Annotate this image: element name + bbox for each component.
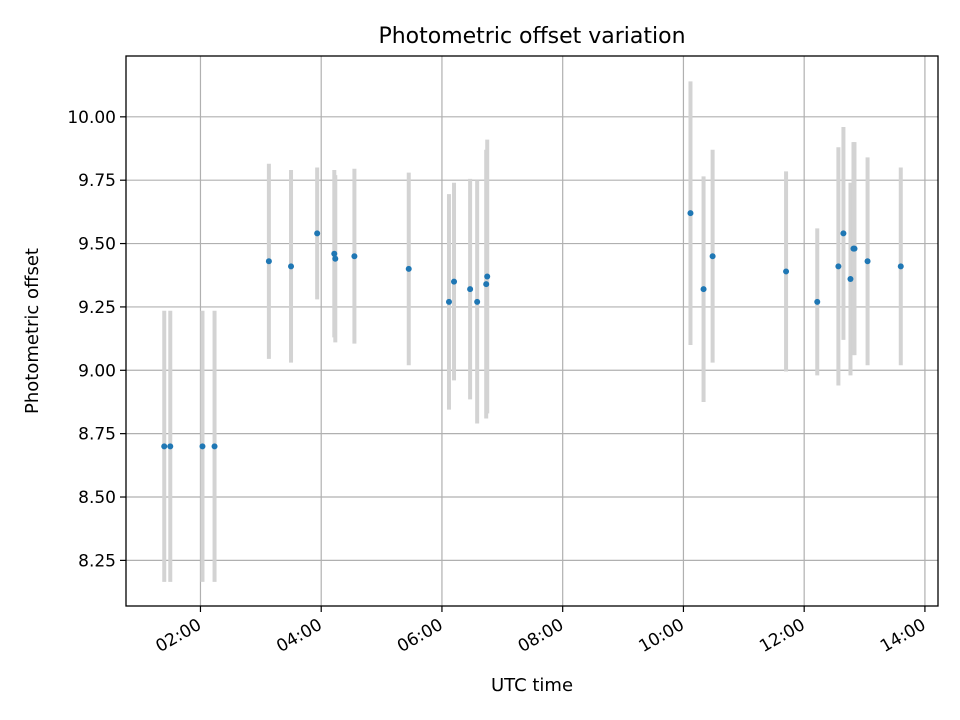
y-tick-label: 10.00 (67, 108, 116, 128)
data-point (451, 278, 458, 285)
data-point (851, 245, 858, 252)
y-tick-label: 8.25 (78, 551, 116, 571)
data-point (314, 230, 321, 237)
data-point (445, 298, 452, 305)
data-point (687, 210, 694, 217)
data-point (783, 268, 790, 275)
y-tick-label: 8.50 (78, 488, 116, 508)
data-point (161, 443, 168, 450)
data-point (199, 443, 206, 450)
data-point (483, 281, 490, 288)
data-point (331, 250, 338, 257)
y-tick-label: 9.50 (78, 235, 116, 255)
plot-frame (125, 55, 939, 607)
data-point (864, 258, 871, 265)
data-point (351, 253, 358, 260)
y-tick-label: 8.75 (78, 425, 116, 445)
chart-title: Photometric offset variation (378, 24, 685, 49)
data-point (484, 273, 491, 280)
y-tick-label: 9.25 (78, 298, 116, 318)
data-point (709, 253, 716, 260)
data-point (288, 263, 295, 270)
data-point (405, 265, 412, 272)
y-axis-ticks: 8.25 8.50 8.75 9.00 9.25 9.50 9.75 10.00 (67, 108, 126, 571)
x-axis-label: UTC time (491, 675, 573, 696)
data-point (211, 443, 218, 450)
data-point (840, 230, 847, 237)
data-point (897, 263, 904, 270)
y-tick-label: 9.75 (78, 171, 116, 191)
data-point (700, 286, 707, 293)
data-point (467, 286, 474, 293)
data-point (847, 276, 854, 283)
data-point (835, 263, 842, 270)
y-axis-label: Photometric offset (22, 248, 43, 414)
data-point (332, 255, 339, 262)
data-point (814, 298, 821, 305)
grid-lines (126, 56, 938, 606)
data-point (474, 298, 481, 305)
data-point (265, 258, 272, 265)
data-point (167, 443, 174, 450)
data-points (161, 210, 904, 450)
y-tick-label: 9.00 (78, 361, 116, 381)
